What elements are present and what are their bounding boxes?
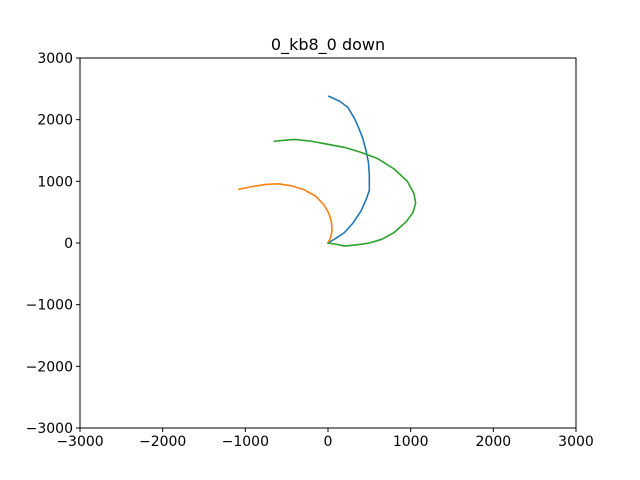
chart-title: 0_kb8_0 down — [271, 35, 385, 55]
y-tick-label: 3000 — [37, 51, 73, 67]
x-tick-label: −3000 — [56, 434, 103, 450]
series-line-2 — [237, 183, 333, 244]
x-tick-label: −1000 — [222, 434, 269, 450]
series-layer — [237, 95, 417, 247]
x-tick-label: 3000 — [558, 434, 594, 450]
y-tick-label: −3000 — [26, 421, 73, 437]
y-tick-label: 2000 — [37, 113, 73, 129]
y-tick-label: 0 — [64, 236, 73, 252]
series-line-1 — [327, 95, 371, 244]
x-tick-label: 0 — [324, 434, 333, 450]
y-tick-label: 1000 — [37, 174, 73, 190]
series-line-3 — [273, 138, 417, 247]
x-axis: −3000 −2000 −1000 0 1000 2000 3000 — [56, 428, 594, 450]
y-axis: −3000 −2000 −1000 0 1000 2000 3000 — [26, 51, 80, 437]
x-tick-label: 2000 — [476, 434, 512, 450]
y-tick-label: −1000 — [26, 298, 73, 314]
x-tick-label: −2000 — [139, 434, 186, 450]
y-tick-label: −2000 — [26, 359, 73, 375]
x-tick-label: 1000 — [393, 434, 429, 450]
